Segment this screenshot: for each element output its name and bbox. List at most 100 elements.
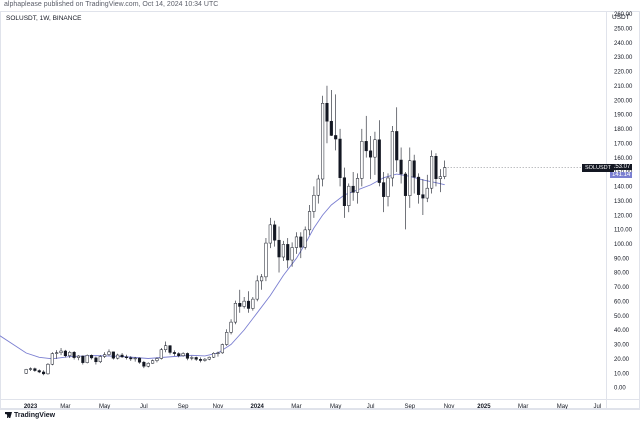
candle-up [233, 303, 237, 323]
y-tick-label: 20.00 [614, 357, 630, 363]
currency-label: USDT [612, 14, 630, 21]
candle-up [159, 349, 163, 359]
candle-up [360, 141, 364, 179]
candle-down [364, 141, 368, 152]
y-tick-label: 110.00 [614, 228, 633, 234]
candle-up [76, 355, 81, 358]
last-price-badge: SOLUSDT153.07 [610, 163, 633, 170]
y-tick-label: 260.00 [614, 12, 633, 18]
candle-down [185, 353, 190, 359]
moving-average-line [0, 173, 445, 360]
x-tick-label: Mar [291, 404, 301, 409]
x-tick-label: 2025 [477, 404, 491, 409]
y-tick-label: 60.00 [614, 299, 630, 305]
candle-up [146, 362, 150, 367]
y-tick-label: 210.00 [614, 84, 633, 90]
candle-up [347, 185, 351, 206]
candle-down [325, 103, 329, 122]
y-tick-label: 40.00 [614, 328, 630, 334]
x-tick-label: Sep [404, 404, 415, 409]
candle-up [212, 353, 216, 358]
candle-up [181, 353, 185, 356]
candle-up [312, 194, 316, 212]
candle-down [63, 350, 67, 356]
x-tick-label: May [557, 404, 568, 409]
candle-up [220, 344, 224, 354]
candle-down [399, 159, 403, 175]
candle-down [395, 131, 399, 161]
y-tick-label: 140.00 [614, 185, 633, 191]
price-badge-text: 153.07 [612, 163, 631, 170]
x-tick-label: 2024 [251, 404, 265, 409]
candle-down [334, 135, 338, 140]
candle-down [168, 345, 172, 353]
candlestick-chart[interactable]: 0.00 10.00 20.00 30.00 40.00 50.00 60.00 70.00 8… [0, 11, 640, 409]
ma-badge-text: 141.14 [612, 171, 631, 178]
x-tick-label: 2023 [24, 404, 38, 409]
candle-up [307, 211, 312, 231]
x-tick-label: Sep [178, 404, 189, 409]
candle-down [412, 160, 416, 178]
candle-up [430, 156, 434, 189]
y-tick-label: 50.00 [614, 314, 630, 320]
candle-up [390, 131, 394, 179]
candle-down [194, 357, 198, 360]
candle-down [94, 357, 98, 363]
y-tick-label: 250.00 [614, 26, 633, 32]
candle-up [255, 280, 259, 300]
candle-down [81, 355, 85, 363]
candle-down [377, 139, 381, 183]
candle-up [107, 351, 111, 355]
candle-down [369, 150, 373, 158]
y-tick-label: 100.00 [614, 242, 633, 248]
x-tick-label: Nov [444, 404, 455, 409]
candle-up [151, 360, 155, 364]
candle-up [46, 363, 50, 375]
candle-down [273, 224, 277, 241]
y-tick-label: 160.00 [614, 156, 633, 162]
candle-up [264, 242, 268, 278]
candle-up [207, 356, 211, 360]
symbol-badge: SOLUSDT [582, 163, 614, 172]
candle-up [116, 354, 120, 359]
candle-up [242, 300, 246, 307]
tradingview-logo-icon [5, 412, 12, 418]
y-tick-label: 230.00 [614, 55, 633, 61]
y-tick-label: 10.00 [614, 371, 630, 377]
candle-down [338, 138, 342, 178]
y-tick-label: 80.00 [614, 271, 630, 277]
tradingview-logo[interactable]: TradingView [5, 412, 55, 419]
y-tick-label: 130.00 [614, 199, 633, 205]
candle-up [355, 178, 360, 193]
y-tick-label: 120.00 [614, 213, 633, 219]
candle-down [277, 239, 281, 258]
candle-down [382, 182, 386, 197]
header-bar: alphaplease published on TradingView.com… [0, 0, 640, 11]
candle-down [286, 244, 290, 261]
candle-down [124, 356, 128, 359]
candle-down [329, 120, 333, 136]
candle-down [33, 368, 37, 371]
candle-up [28, 368, 33, 370]
candle-down [238, 303, 242, 307]
candle-down [42, 371, 46, 375]
candle-up [321, 103, 325, 180]
candle-up [443, 167, 447, 177]
y-tick-label: 190.00 [614, 113, 633, 119]
symbol-badge-label: SOLUSDT [585, 164, 611, 171]
candle-down [403, 173, 408, 196]
candle-up [260, 276, 264, 282]
candle-down [90, 355, 94, 359]
candle-down [120, 354, 124, 358]
candle-up [216, 352, 220, 354]
symbol-title: SOLUSDT, 1W, BINANCE [6, 15, 82, 22]
candle-up [408, 160, 412, 196]
candle-up [98, 356, 102, 363]
candle-up [294, 236, 299, 248]
y-tick-label: 200.00 [614, 98, 633, 104]
y-tick-label: 90.00 [614, 256, 630, 262]
candle-down [129, 357, 133, 360]
candle-up [316, 178, 320, 196]
candle-up [386, 177, 390, 197]
candle-down [198, 359, 203, 361]
